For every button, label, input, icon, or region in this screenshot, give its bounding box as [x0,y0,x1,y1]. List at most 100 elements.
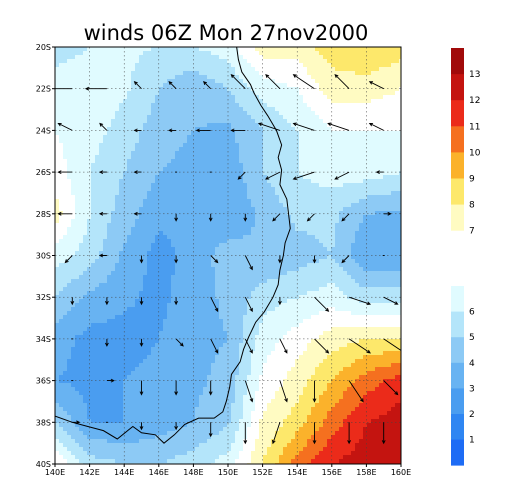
contour-cell [283,151,288,156]
contour-cell [271,203,276,208]
contour-cell [55,59,60,64]
contour-cell [107,211,112,216]
contour-cell [311,187,316,192]
contour-cell [203,203,208,208]
contour-cell [135,143,140,148]
contour-cell [95,115,100,120]
contour-cell [255,115,260,120]
contour-cell [183,111,188,116]
contour-cell [355,47,360,52]
contour-cell [231,135,236,140]
contour-cell [163,119,168,124]
contour-cell [267,75,272,80]
contour-cell [151,179,156,184]
contour-cell [79,195,84,200]
contour-cell [299,239,304,244]
contour-cell [391,183,396,188]
contour-cell [219,55,224,60]
contour-cell [123,83,128,88]
contour-cell [367,63,372,68]
contour-cell [175,263,180,268]
contour-cell [315,195,320,200]
contour-cell [395,151,400,156]
contour-cell [183,267,188,272]
contour-cell [315,67,320,72]
contour-cell [263,59,268,64]
contour-cell [263,143,268,148]
contour-cell [115,223,120,228]
contour-cell [363,63,368,68]
contour-cell [251,75,256,80]
contour-cell [159,275,164,280]
contour-cell [239,143,244,148]
contour-cell [283,167,288,172]
contour-cell [303,51,308,56]
contour-cell [271,199,276,204]
contour-cell [307,115,312,120]
contour-cell [267,131,272,136]
contour-cell [279,215,284,220]
contour-cell [283,79,288,84]
contour-cell [275,143,280,148]
contour-cell [75,191,80,196]
contour-cell [143,63,148,68]
contour-cell [231,155,236,160]
contour-cell [87,275,92,280]
contour-cell [191,163,196,168]
contour-cell [259,243,264,248]
contour-cell [387,195,392,200]
contour-cell [351,263,356,268]
contour-cell [167,227,172,232]
contour-cell [379,135,384,140]
contour-cell [255,83,260,88]
contour-cell [67,227,72,232]
contour-cell [211,127,216,132]
contour-cell [167,243,172,248]
contour-cell [335,227,340,232]
contour-cell [243,183,248,188]
contour-cell [395,147,400,152]
contour-cell [311,51,316,56]
contour-cell [167,151,172,156]
contour-cell [239,115,244,120]
contour-cell [263,139,268,144]
contour-cell [387,119,392,124]
contour-cell [335,119,340,124]
contour-cell [183,135,188,140]
contour-cell [335,215,340,220]
contour-cell [363,199,368,204]
contour-cell [87,99,92,104]
contour-cell [87,195,92,200]
contour-cell [299,107,304,112]
contour-cell [399,171,401,176]
contour-cell [239,47,244,52]
contour-cell [131,111,136,116]
contour-cell [167,267,172,272]
contour-cell [91,143,96,148]
contour-cell [143,235,148,240]
contour-cell [143,127,148,132]
contour-cell [335,135,340,140]
contour-cell [223,71,228,76]
contour-cell [167,179,172,184]
contour-cell [99,159,104,164]
contour-cell [135,247,140,252]
contour-cell [95,143,100,148]
contour-cell [303,215,308,220]
contour-cell [187,95,192,100]
contour-cell [127,231,132,236]
contour-cell [255,91,260,96]
contour-cell [55,119,60,124]
contour-cell [327,159,332,164]
contour-cell [339,163,344,168]
contour-cell [251,203,256,208]
contour-cell [291,239,296,244]
contour-cell [267,51,272,56]
contour-cell [59,107,64,112]
contour-cell [255,215,260,220]
contour-cell [311,159,316,164]
contour-cell [307,163,312,168]
contour-cell [67,271,72,276]
contour-cell [299,171,304,176]
contour-cell [143,195,148,200]
